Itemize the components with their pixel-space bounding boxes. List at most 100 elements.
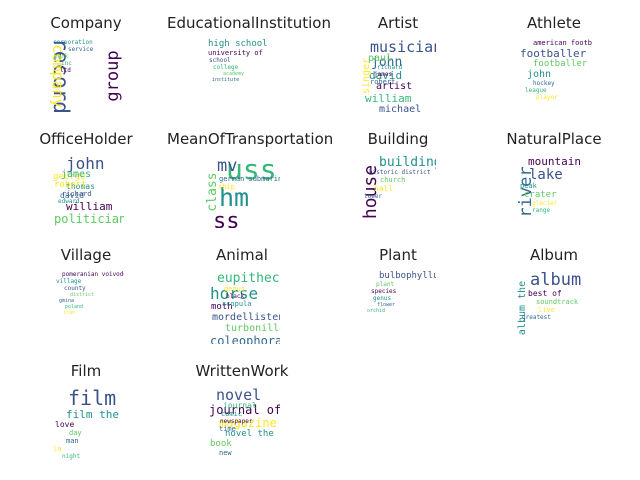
- cloud-word: james: [61, 169, 92, 180]
- panel-title: Village: [60, 246, 112, 264]
- cloud-word: tower: [364, 193, 383, 200]
- panel-title: Film: [70, 362, 102, 380]
- cloud-word: time: [219, 425, 236, 433]
- cloud-word: james: [374, 71, 393, 78]
- cloud-word: service: [68, 46, 94, 53]
- wordcloud: eupitheciahorsemothmordellistenaturbonil…: [204, 270, 280, 344]
- wordcloud: high school university of school college aca…: [204, 38, 280, 112]
- cloud-word: coleophora: [210, 334, 280, 344]
- cloud-word: journal: [223, 401, 257, 410]
- cloud-word: scopula: [222, 300, 252, 308]
- cloud-word: footballer: [533, 59, 588, 69]
- cloud-word: novel: [216, 386, 262, 404]
- wordcloud-panel: Building house building historic district ch…: [323, 130, 473, 240]
- wordcloud-panel: Village pomeranian voivodeshipvillagecoun…: [11, 246, 161, 356]
- panel-title: EducationalInstitution: [167, 14, 331, 32]
- cloud-word: district: [70, 292, 95, 298]
- cloud-word: gmina: [59, 298, 75, 304]
- cloud-word: hockey: [533, 80, 555, 87]
- cloud-word: species: [371, 288, 397, 295]
- wordcloud-panel: Plant bulbophyllumplantspeciesgenusflower…: [323, 246, 473, 356]
- panel-title: MeanOfTransportation: [167, 130, 334, 148]
- cloud-word: iran: [63, 310, 76, 316]
- panel-title: Album: [529, 246, 579, 264]
- cloud-word: film the: [66, 408, 119, 421]
- cloud-word: american football: [533, 39, 592, 47]
- cloud-word: college: [213, 64, 239, 71]
- cloud-word: novel the: [225, 429, 274, 439]
- cloud-word: orchid: [367, 308, 386, 314]
- panel-title: Artist: [377, 14, 419, 32]
- cloud-word: robert: [370, 78, 396, 86]
- cloud-word: plant: [376, 281, 395, 288]
- wordcloud: pomeranian voivodeshipvillagecountydistr…: [48, 270, 124, 344]
- cloud-word: horse: [210, 284, 259, 303]
- cloud-word: moth: [211, 302, 233, 312]
- cloud-word: john: [527, 69, 552, 80]
- wordcloud-panel: OfficeHolder john george thomas david william…: [11, 130, 161, 240]
- cloud-word: journal of: [209, 403, 280, 417]
- cloud-word: live: [538, 306, 555, 314]
- cloud-word: hm: [219, 183, 250, 212]
- panel-title: Building: [367, 130, 429, 148]
- wordcloud: film film the love day man la night: [48, 386, 124, 460]
- wordcloud-panel: WrittenWork novel journal of magazine novel …: [167, 362, 317, 472]
- wordcloud: musician john david artist william michael sin…: [360, 38, 436, 112]
- cloud-word: bank: [54, 53, 69, 60]
- cloud-word: class: [205, 172, 220, 212]
- cloud-word: peak: [520, 182, 537, 190]
- cloud-word: book: [210, 439, 232, 449]
- cloud-word: pomeranian voivodeship: [62, 271, 124, 278]
- cloud-word: glacier: [532, 200, 558, 207]
- cloud-word: thomas: [66, 182, 95, 191]
- cloud-word: mv: [217, 156, 238, 176]
- cloud-word: la: [53, 445, 62, 453]
- cloud-word: group: [103, 50, 123, 102]
- cloud-word: william: [66, 200, 113, 213]
- cloud-word: ltd: [60, 67, 71, 74]
- wordcloud-panel: Company record group company corporation serv…: [11, 14, 161, 124]
- panel-title: NaturalPlace: [506, 130, 602, 148]
- cloud-word: county: [64, 285, 86, 292]
- wordcloud-panel: MeanOfTransportation uss hm class ss mv german…: [167, 130, 334, 240]
- cloud-word: john: [371, 55, 403, 70]
- cloud-word: inc: [61, 60, 72, 67]
- cloud-word: man: [66, 437, 79, 445]
- cloud-word: album the: [517, 280, 528, 336]
- cloud-word: william: [365, 92, 412, 105]
- cloud-word: turbonilla: [225, 323, 280, 334]
- cloud-word: mountain: [528, 155, 581, 168]
- cloud-word: love: [55, 420, 75, 429]
- cloud-word: eupithecia: [217, 271, 280, 286]
- wordcloud: mountain lake river peak crater glacier range: [516, 154, 592, 228]
- cloud-word: michael: [379, 104, 422, 113]
- cloud-word: soundtrack: [536, 298, 579, 306]
- cloud-word: lake: [529, 167, 563, 183]
- wordcloud-panel: Album album album the best of soundtrack live…: [479, 246, 629, 356]
- wordcloud-panel: Film film film the love day man la night: [11, 362, 161, 472]
- cloud-word: night: [62, 453, 81, 460]
- cloud-word: bulbophyllum: [379, 271, 436, 281]
- cloud-word: comic: [221, 410, 243, 418]
- cloud-word: footballer: [520, 47, 587, 60]
- cloud-word: university of: [208, 49, 263, 57]
- cloud-word: greatest: [522, 314, 551, 321]
- wordcloud: album album the best of soundtrack live great…: [516, 270, 592, 344]
- cloud-word: corporation: [53, 39, 93, 46]
- cloud-word: building: [379, 155, 436, 170]
- cloud-word: mordellistena: [212, 312, 280, 323]
- wordcloud: record group company corporation service bank…: [48, 38, 124, 112]
- cloud-word: league: [525, 87, 547, 94]
- cloud-word: new: [219, 449, 232, 457]
- cloud-word: ss: [213, 209, 240, 229]
- cloud-word: ship: [218, 183, 235, 191]
- wordcloud-panel: Animal eupitheciahorsemothmordellistenatu…: [167, 246, 317, 356]
- cloud-word: david: [60, 191, 85, 200]
- cloud-word: best of: [528, 289, 562, 298]
- wordcloud: american footballfootballerfootballerjoh…: [516, 38, 592, 112]
- cloud-word: range: [532, 207, 551, 214]
- wordcloud-panel: NaturalPlace mountain lake river peak crater g…: [479, 130, 629, 240]
- cloud-word: academy: [223, 71, 245, 77]
- cloud-word: hall: [374, 184, 394, 193]
